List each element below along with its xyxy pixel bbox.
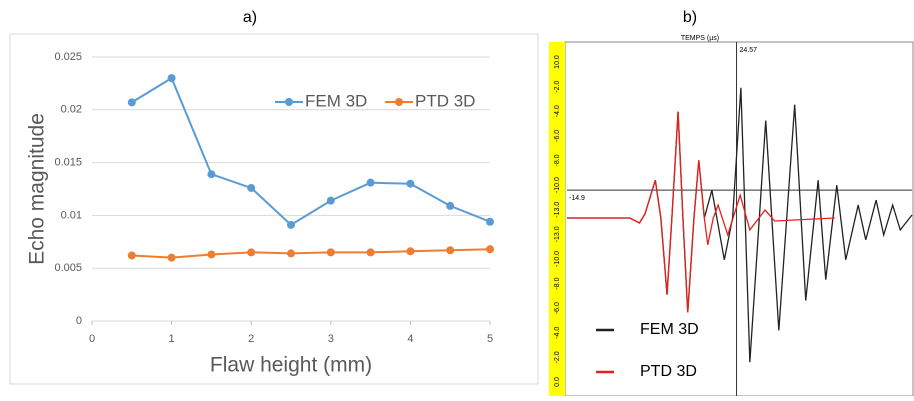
axis-label: -6.0 — [554, 302, 561, 314]
series-line — [131, 76, 491, 227]
legend-label: PTD 3D — [415, 91, 475, 110]
x-tick-label: 0 — [89, 333, 95, 345]
point — [247, 183, 256, 192]
series-line — [131, 248, 491, 259]
point — [366, 178, 375, 187]
y-tick-label: 0.015 — [54, 157, 82, 169]
legend-label: FEM 3D — [305, 91, 367, 110]
point — [406, 247, 415, 256]
point — [127, 251, 136, 260]
point — [167, 253, 176, 262]
axis-label: 10.0 — [554, 55, 561, 69]
point — [326, 196, 335, 205]
legend-label: PTD 3D — [640, 363, 697, 380]
axis-label: -2.0 — [554, 80, 561, 92]
cursor-label: -14.9 — [569, 195, 585, 202]
axis-label: -4.0 — [554, 105, 561, 117]
axis-label: 0.0 — [554, 377, 561, 387]
axis-label: -8.0 — [554, 154, 561, 166]
point — [287, 249, 295, 258]
chart-title: a) — [243, 9, 257, 26]
y-tick-label: 0.025 — [54, 51, 82, 63]
point — [486, 217, 494, 226]
point — [167, 74, 176, 83]
axis-label: -6.0 — [554, 130, 561, 142]
y-axis-title: Echo magnitude — [26, 113, 49, 265]
axis-label: -10.0 — [554, 177, 561, 193]
chart-b-axis-strip — [549, 42, 565, 396]
y-tick-label: 0.01 — [61, 209, 82, 221]
axis-label: -13.0 — [554, 202, 561, 218]
axis-label: -10.0 — [554, 251, 561, 267]
chart-a-frame — [9, 33, 539, 385]
axis-label: -4.0 — [554, 327, 561, 339]
y-tick-label: 0 — [76, 315, 82, 327]
legend-marker — [395, 98, 403, 106]
axis-label: -13.0 — [554, 226, 561, 242]
chart-title: b) — [683, 9, 697, 26]
point — [207, 250, 216, 259]
point — [127, 98, 136, 107]
y-tick-label: 0.02 — [61, 104, 82, 116]
series-line — [567, 111, 835, 313]
point — [446, 201, 455, 210]
cursor-label: 24.57 — [740, 47, 758, 54]
point — [486, 245, 494, 254]
point — [247, 248, 256, 257]
point — [326, 248, 335, 257]
point — [287, 220, 295, 229]
x-tick-label: 3 — [328, 333, 334, 345]
axis-label: -2.0 — [554, 351, 561, 363]
legend-label: FEM 3D — [640, 321, 699, 338]
point — [406, 179, 415, 188]
point — [207, 170, 216, 179]
x-axis-title: TEMPS (µs) — [681, 35, 719, 42]
x-tick-label: 5 — [487, 333, 493, 345]
x-axis-title: Flaw height (mm) — [210, 354, 372, 377]
y-tick-label: 0.005 — [54, 262, 82, 274]
x-tick-label: 1 — [169, 333, 175, 345]
point — [446, 246, 455, 255]
x-tick-label: 2 — [248, 333, 254, 345]
point — [366, 248, 375, 257]
x-tick-label: 4 — [407, 333, 413, 345]
axis-label: -8.0 — [554, 277, 561, 289]
legend-marker — [285, 98, 293, 106]
